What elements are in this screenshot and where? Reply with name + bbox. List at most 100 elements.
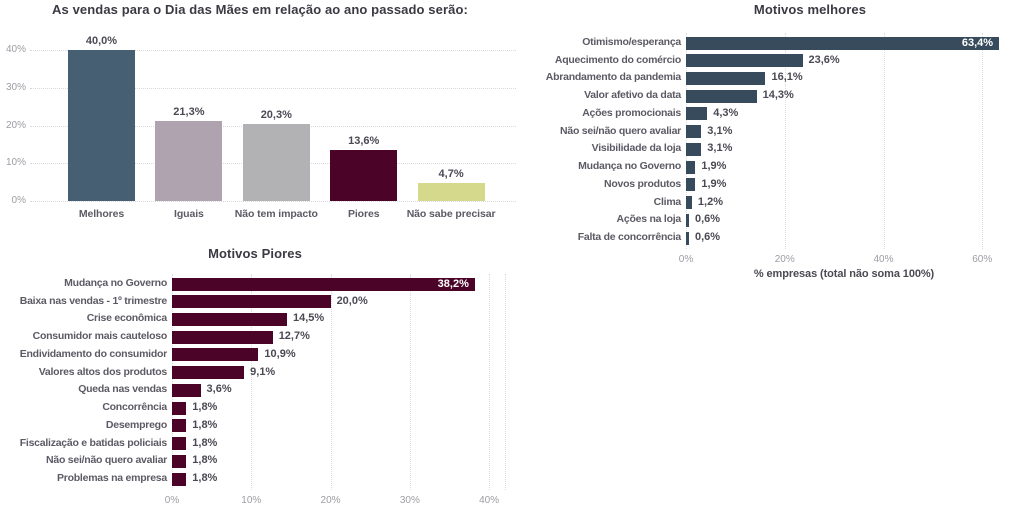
category-label: Endividamento do consumidor [19,347,168,360]
bar-value-label: 1,2% [697,195,723,208]
gridline [30,87,516,89]
category-label: Visibilidade da loja [591,142,682,155]
category-label: Valores altos dos produtos [38,365,168,378]
plot-area: 63,4% 23,6% 16,1% 14,3% 4,3% 3,1% 3,1% 1,9% 1,9%… [686,33,1002,249]
category-label: Mudança no Governo [64,277,167,289]
x-axis-tick-label: 20% [320,495,341,506]
y-axis-tick-label: 10% [5,157,26,169]
category-label: Ações promocionais [582,106,681,119]
bar[interactable] [686,107,708,121]
x-axis-tick-label: 40% [873,254,894,265]
bar[interactable] [172,295,331,309]
x-axis-tick-label: 0% [678,254,694,265]
category-label: Otimismo/esperança [582,36,681,48]
bar[interactable] [172,330,273,344]
chart-sales-expectation: As vendas para o Dia das Mães em relação… [0,0,530,240]
bar[interactable] [172,312,287,326]
y-axis-tick-label: 30% [5,81,26,93]
bar[interactable] [686,196,692,210]
category-label: Ações na loja [616,213,682,226]
category-label: Abrandamento da pandemia [545,71,681,84]
bar-value-label: 0,6% [694,213,721,226]
bar-value-label: 4,3% [713,106,739,119]
chart-piores-title: Motivos Piores [208,246,302,261]
bar[interactable] [242,124,310,201]
bar-value-label: 9,1% [250,365,276,378]
y-axis-tick-label: 40% [5,44,26,55]
category-label: Falta de concorrência [577,231,682,244]
gridline [883,33,885,249]
x-axis-title: % empresas (total não soma 100%) [753,268,935,280]
category-label: Baixa nas vendas - 1º trimestre [19,294,168,307]
chart-motivos-melhores: Motivos melhores 63,4% 23,6% 16,1% 14,3% 4,3… [546,0,1024,295]
bar[interactable] [686,71,766,85]
bar[interactable] [172,437,187,451]
category-label: Piores [347,208,380,220]
bar-value-label: 1,8% [192,454,218,467]
x-axis-tick-label: 0% [164,495,180,506]
bar-value-label: 20,3% [260,109,292,122]
gridline [505,274,506,490]
bar[interactable] [686,213,689,227]
bar[interactable] [686,160,696,174]
category-label: Crise econômica [86,312,168,325]
bar[interactable] [686,231,689,245]
category-label: Consumidor mais cauteloso [32,330,168,343]
bar[interactable] [172,401,187,415]
bar-value-label: 1,8% [192,472,218,485]
bar[interactable] [330,149,398,201]
bar[interactable] [68,50,135,201]
bar[interactable] [172,472,187,486]
category-label: Concorrência [102,401,167,414]
x-axis-tick-label: 40% [479,495,500,506]
y-axis-tick-label: 20% [5,119,26,131]
bar[interactable] [686,142,702,156]
bar[interactable] [172,348,259,362]
bar-value-label: 14,5% [292,312,325,325]
x-axis-tick-label: 20% [774,254,795,265]
category-label: Novos produtos [604,177,681,190]
bar-value-label: 4,7% [438,168,464,181]
category-label: Mudança no Governo [578,160,681,173]
bar[interactable] [172,366,245,380]
bar-value-label: 12,7% [278,330,310,343]
category-label: Não tem impacto [234,208,318,220]
category-label: Clima [653,195,682,208]
bar[interactable] [686,178,696,192]
category-label: Melhores [78,208,125,220]
bar[interactable] [417,183,485,201]
bar[interactable] [686,54,803,68]
bar-value-label: 10,9% [264,347,296,360]
bar[interactable] [155,120,223,201]
bar-value-label: 1,9% [701,177,727,190]
bar-value-label: 1,9% [701,160,727,173]
bar[interactable]: 63,4% [686,36,1000,50]
bar[interactable]: 38,2% [172,277,475,291]
chart-sales-plot: 0% 10% 20% 30% 40% 40,0% Melhores 21,3% Iguais 20… [6,35,516,220]
bar[interactable] [686,89,757,103]
bar-value-label: 38,2% [437,277,469,290]
bar[interactable] [172,419,187,433]
category-label: Fiscalização e batidas policiais [19,436,167,449]
category-label: Não sabe precisar [406,208,496,220]
chart-sales-title: As vendas para o Dia das Mães em relação… [52,2,468,17]
bar-value-label: 13,6% [348,134,380,147]
bar-value-label: 3,1% [707,142,733,155]
bar-value-label: 1,8% [192,418,218,431]
bar[interactable] [172,383,201,397]
bar[interactable] [686,125,702,139]
category-label: Não sei/não quero avaliar [46,454,167,467]
category-label: Valor afetivo da data [584,89,681,102]
plot-area: 38,2% 20,0% 14,5% 12,7% 10,9% 9,1% 3,6% 1,8% 1,8… [172,274,506,490]
gridline [784,33,786,249]
category-label: Desemprego [105,418,167,431]
gridline [982,33,984,249]
bar[interactable] [172,454,187,468]
y-axis-tick-label: 0% [11,195,26,206]
gridline [30,201,516,202]
bar-value-label: 0,6% [694,231,721,244]
bar-value-label: 3,1% [707,124,733,137]
category-label: Problemas na empresa [57,472,167,485]
gridline [330,274,332,490]
